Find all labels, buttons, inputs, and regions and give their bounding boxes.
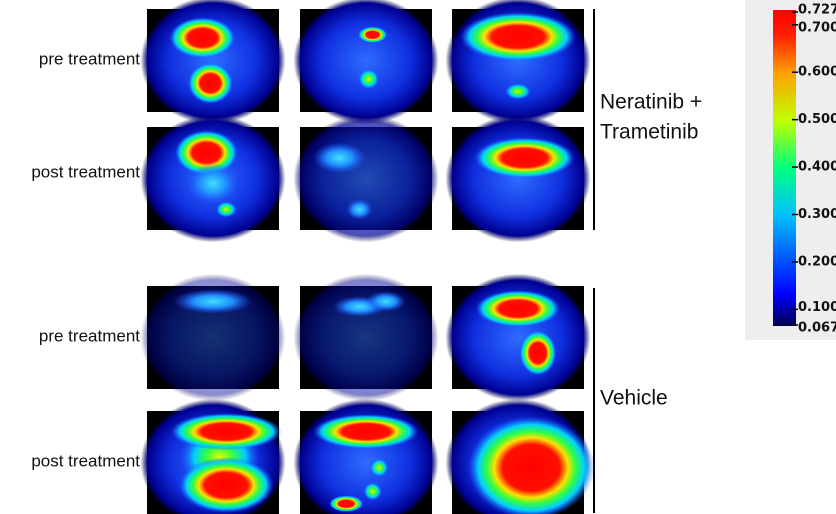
signal-spot	[173, 289, 252, 314]
image-panel	[293, 399, 438, 514]
image-panel	[445, 274, 590, 402]
row-label: pre treatment	[39, 326, 140, 345]
group-label: Neratinib +	[600, 91, 702, 114]
signal-spot	[370, 458, 388, 477]
signal-spot	[460, 12, 576, 61]
image-panel	[140, 274, 285, 402]
body-signal	[293, 0, 438, 124]
colorbar-tick-label: 0.0670	[798, 321, 836, 336]
colorbar-tick-label: 0.600	[798, 65, 836, 80]
row-label: post treatment	[31, 162, 140, 181]
image-panel	[293, 115, 438, 243]
image-panel	[445, 399, 594, 514]
body-signal	[293, 274, 438, 402]
signal-spot	[358, 27, 387, 43]
body-signal	[445, 115, 590, 243]
colorbar-tick-label: 0.700	[798, 20, 836, 35]
image-panel	[140, 115, 285, 243]
colorbar-tick-label: 0.400	[798, 160, 836, 175]
signal-spot	[366, 291, 406, 312]
colorbar-tick-label: 0.100	[798, 300, 836, 315]
image-panel	[445, 0, 590, 124]
colorbar-tick-label: 0.727	[798, 3, 836, 18]
signal-spot	[188, 63, 233, 104]
image-panel	[445, 115, 590, 243]
signal-spot	[179, 457, 274, 513]
colorbar-tick-label: 0.500	[798, 112, 836, 127]
signal-spot	[505, 83, 531, 99]
body-signal	[293, 115, 438, 243]
signal-spot	[169, 17, 235, 58]
colorbar-tick-label: 0.200	[798, 254, 836, 269]
signal-spot	[329, 495, 363, 511]
signal-spot	[346, 199, 372, 220]
image-panel	[140, 399, 285, 514]
signal-spot	[171, 413, 282, 450]
row-label: post treatment	[31, 451, 140, 470]
colorbar	[773, 10, 796, 326]
page: {"row_labels": ["pre treatment", "post t…	[0, 0, 836, 514]
row-label: pre treatment	[39, 49, 140, 68]
group-label: Vehicle	[600, 387, 668, 410]
colorbar-tick-label: 0.300	[798, 207, 836, 222]
signal-spot	[519, 330, 556, 375]
signal-spot	[474, 137, 574, 178]
group-label: Trametinib	[600, 121, 698, 144]
signal-spot	[476, 290, 560, 327]
figure: pre treatment post treatment pre treatment…	[0, 0, 836, 514]
signal-spot	[363, 482, 381, 501]
image-panel	[293, 274, 438, 402]
signal-spot	[358, 69, 379, 90]
signal-spot	[313, 142, 366, 173]
image-panel	[293, 0, 438, 124]
signal-spot	[187, 163, 240, 204]
image-panel	[140, 0, 285, 124]
signal-spot	[313, 414, 419, 449]
